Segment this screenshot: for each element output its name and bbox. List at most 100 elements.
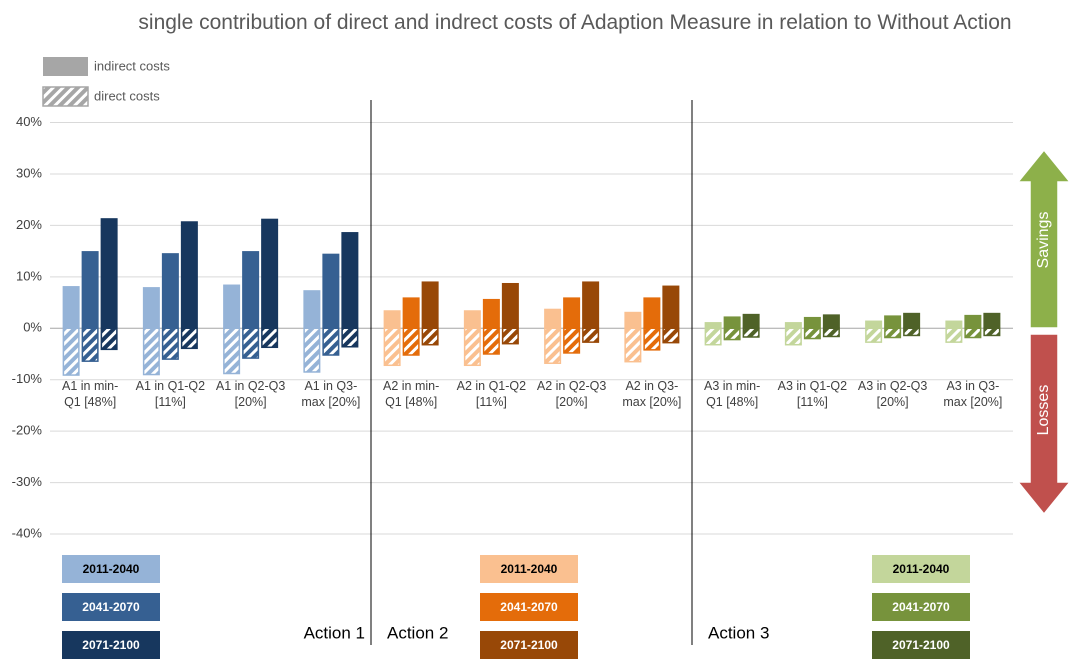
period-box — [872, 631, 970, 659]
period-label: 2071-2100 — [82, 638, 140, 652]
bar-direct — [563, 327, 581, 354]
bar-direct — [784, 327, 802, 346]
bar-direct — [242, 327, 260, 359]
bar-indirect — [62, 286, 80, 329]
bar-direct — [180, 327, 198, 350]
y-tick-label: 30% — [16, 165, 42, 180]
bar-direct — [463, 327, 481, 367]
bar-direct — [383, 327, 401, 367]
bar-direct — [624, 327, 642, 363]
period-label: 2071-2100 — [500, 638, 558, 652]
bar-direct — [704, 327, 722, 346]
bar-indirect — [723, 316, 741, 329]
bar-indirect — [242, 251, 260, 329]
period-box — [62, 555, 160, 583]
x-tick-label: A1 in Q3-max [20%] — [301, 379, 361, 409]
bar-direct — [402, 327, 420, 356]
bar-direct — [643, 327, 661, 351]
x-tick-label: A2 in Q1-Q2 [11%] — [456, 379, 527, 409]
bar-indirect — [803, 316, 821, 329]
bar-indirect — [223, 284, 241, 329]
action-label: Action 3 — [708, 623, 769, 642]
legend-label: direct costs — [94, 88, 160, 103]
bar-indirect — [964, 314, 982, 329]
x-tick-label: A2 in Q2-Q3 [20%] — [536, 379, 607, 409]
bar-indirect — [161, 253, 179, 329]
bar-direct — [421, 327, 439, 346]
period-label: 2011-2040 — [83, 562, 140, 576]
period-box — [62, 631, 160, 659]
bar-indirect — [983, 312, 1001, 329]
bar-indirect — [463, 310, 481, 329]
y-tick-label: 10% — [16, 268, 42, 283]
y-tick-label: 0% — [23, 320, 42, 335]
bar-indirect — [822, 314, 840, 329]
bar-indirect — [662, 285, 680, 329]
bar-indirect — [482, 298, 500, 329]
x-tick-label: A3 in Q3-max [20%] — [943, 379, 1003, 409]
bar-indirect — [563, 297, 581, 329]
bar-direct — [884, 327, 902, 339]
period-box — [480, 593, 578, 621]
bar-direct — [303, 327, 321, 373]
arrow-label: Savings — [1035, 212, 1052, 269]
bar-direct — [261, 327, 279, 349]
bar-direct — [903, 327, 921, 337]
bar-direct — [62, 327, 80, 376]
x-tick-label: A1 in min-Q1 [48%] — [61, 379, 119, 409]
period-box — [62, 593, 160, 621]
y-tick-label: -30% — [12, 474, 43, 489]
bar-indirect — [341, 232, 359, 329]
bar-direct — [803, 327, 821, 340]
bar-indirect — [142, 287, 160, 329]
bar-direct — [142, 327, 160, 376]
x-tick-label: A3 in min-Q1 [48%] — [703, 379, 761, 409]
bar-indirect — [582, 281, 600, 329]
bar-direct — [865, 327, 883, 343]
bar-direct — [964, 327, 982, 339]
bar-direct — [945, 327, 963, 343]
bar-direct — [544, 327, 562, 364]
bar-indirect — [742, 313, 760, 329]
bar-indirect — [704, 322, 722, 329]
period-box — [872, 593, 970, 621]
bar-direct — [723, 327, 741, 341]
bar-indirect — [865, 320, 883, 329]
bar-direct — [223, 327, 241, 375]
bar-indirect — [501, 282, 519, 329]
x-tick-label: A2 in Q3-max [20%] — [622, 379, 682, 409]
bar-direct — [482, 327, 500, 355]
bar-indirect — [544, 308, 562, 329]
bar-direct — [742, 327, 760, 338]
bar-indirect — [81, 251, 99, 329]
action-label: Action 1 — [304, 623, 365, 642]
bar-direct — [322, 327, 340, 356]
period-label: 2011-2040 — [501, 562, 558, 576]
bar-indirect — [322, 253, 340, 329]
bar-direct — [81, 327, 99, 362]
bar-indirect — [180, 221, 198, 329]
bar-indirect — [903, 312, 921, 329]
period-label: 2041-2070 — [892, 600, 950, 614]
bar-indirect — [945, 320, 963, 329]
arrow-label: Losses — [1035, 385, 1052, 436]
y-tick-label: -10% — [12, 371, 43, 386]
bar-indirect — [643, 297, 661, 329]
period-label: 2071-2100 — [892, 638, 950, 652]
bar-direct — [341, 327, 359, 348]
bar-indirect — [624, 311, 642, 329]
bar-indirect — [784, 322, 802, 329]
period-box — [480, 555, 578, 583]
bar-direct — [983, 327, 1001, 337]
bar-direct — [582, 327, 600, 343]
bar-direct — [501, 327, 519, 345]
bar-direct — [100, 327, 118, 351]
period-label: 2041-2070 — [500, 600, 558, 614]
bar-indirect — [261, 218, 279, 329]
bar-direct — [662, 327, 680, 344]
legend-label: indirect costs — [94, 58, 170, 73]
legend-swatch — [42, 86, 89, 107]
period-label: 2041-2070 — [82, 600, 140, 614]
arrow — [1016, 148, 1072, 329]
y-tick-label: -20% — [12, 423, 43, 438]
